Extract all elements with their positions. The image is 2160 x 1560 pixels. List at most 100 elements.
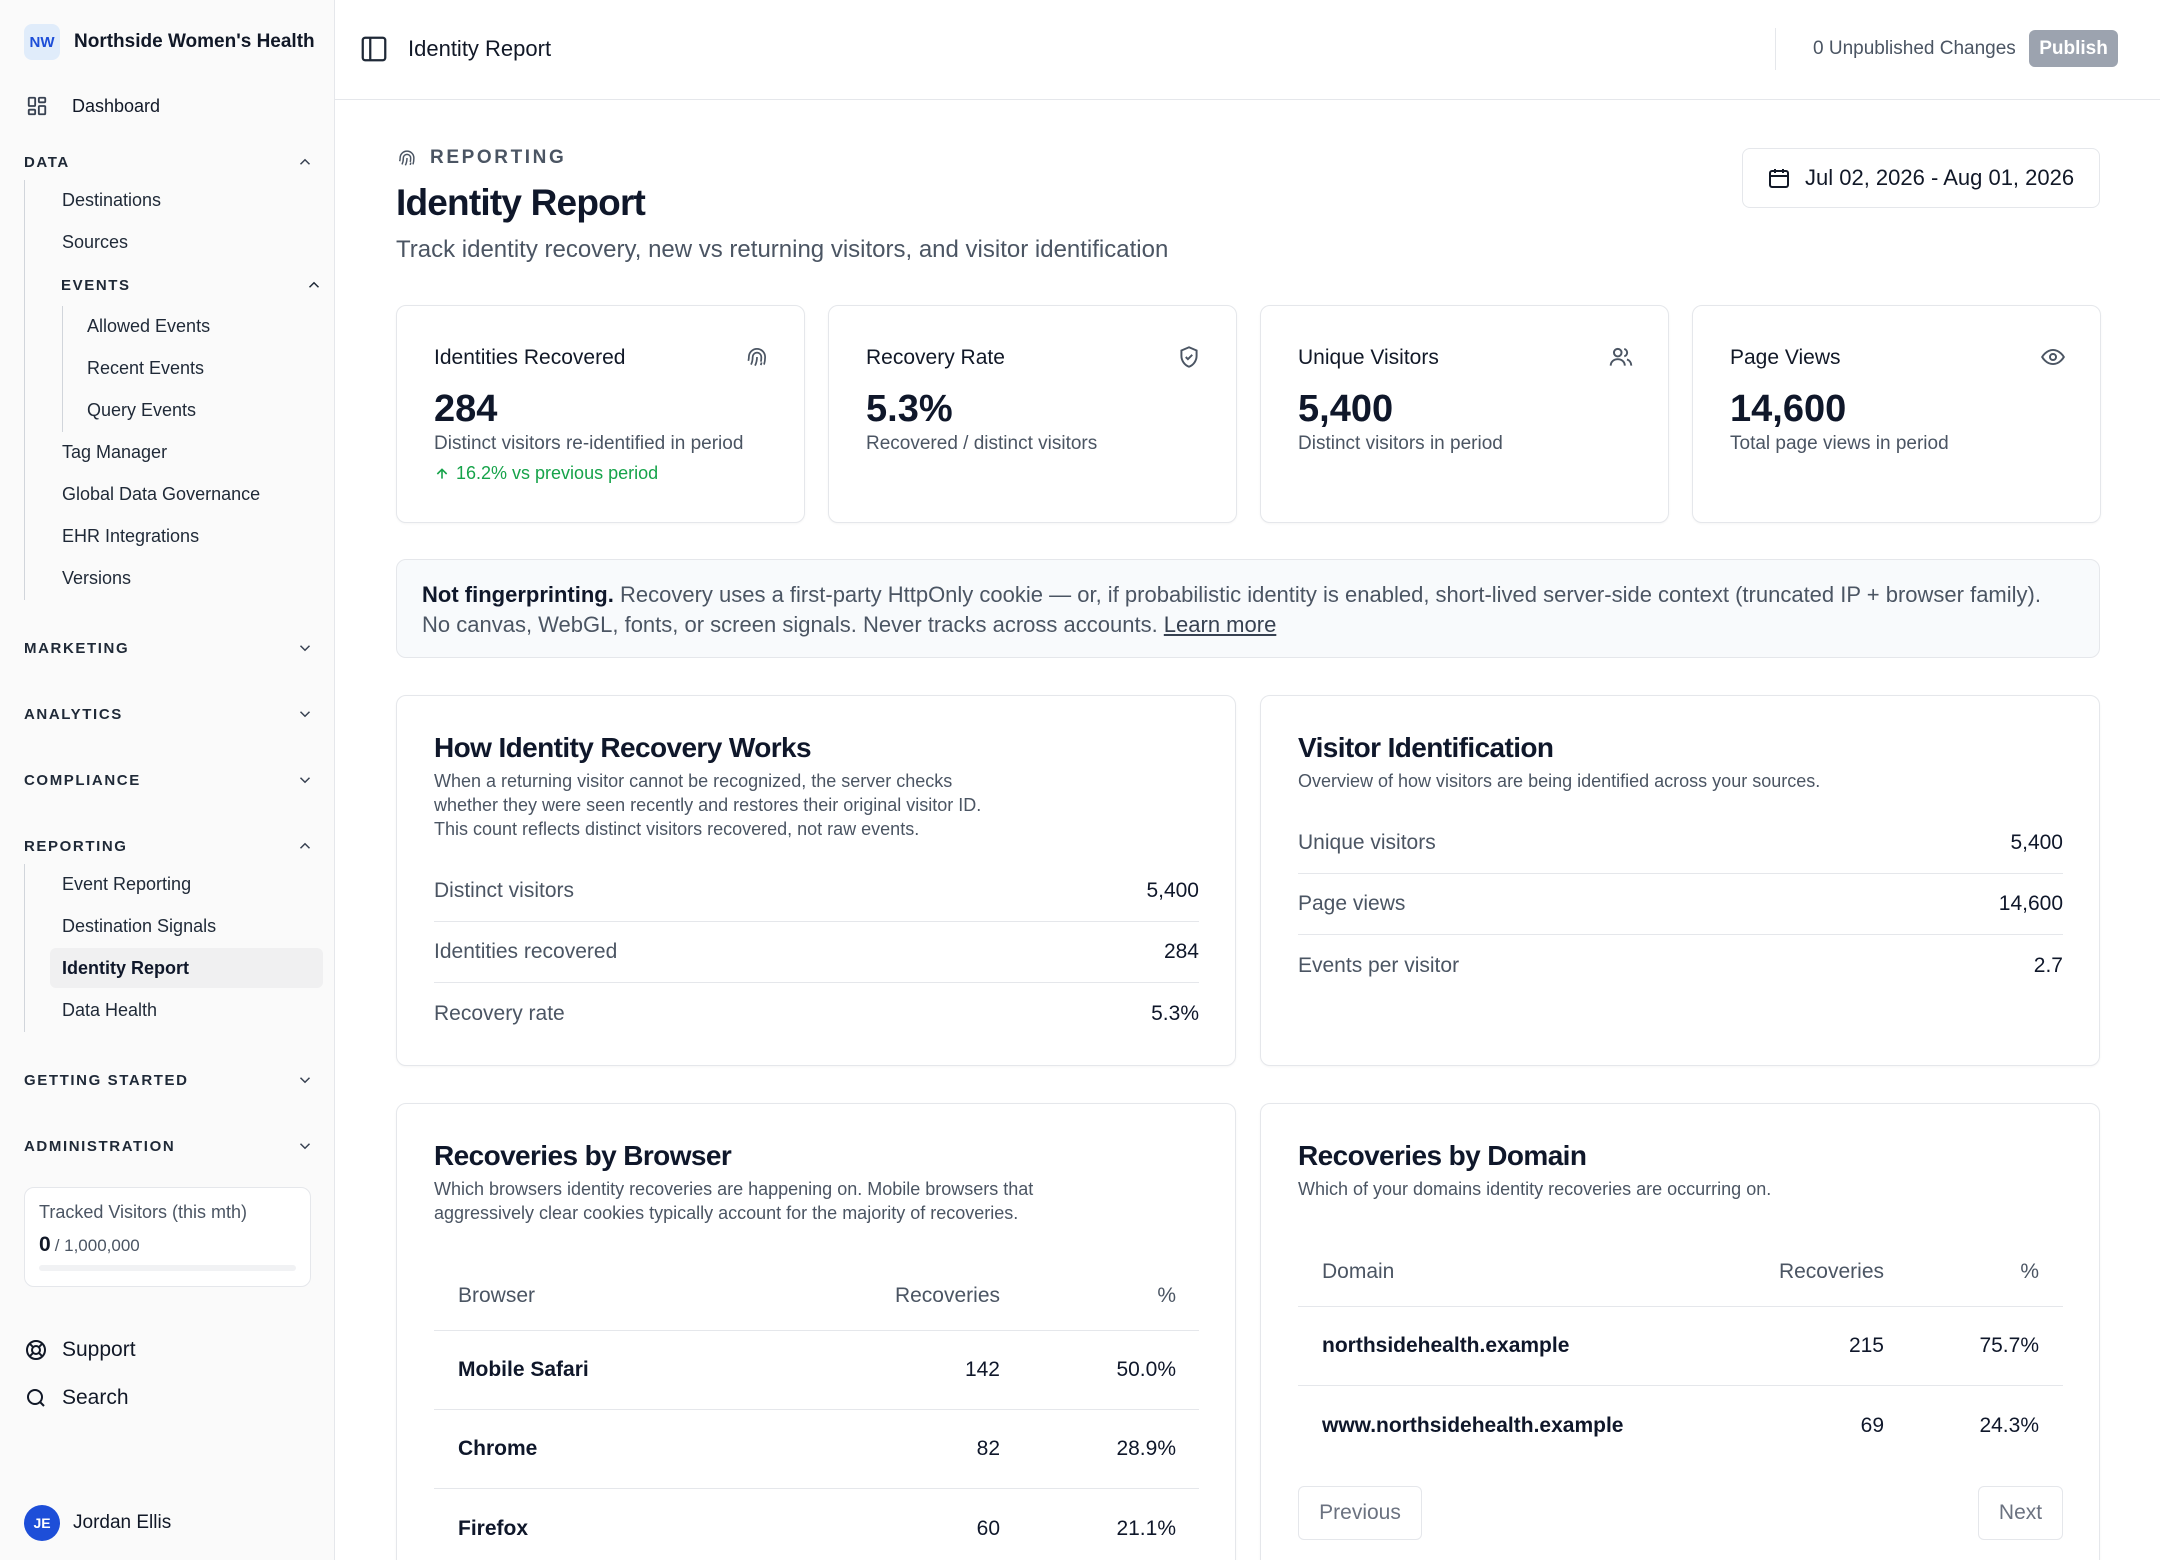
divider bbox=[1775, 28, 1776, 70]
column-header-browser[interactable]: Browser bbox=[458, 1283, 536, 1307]
stat-label: Recovery Rate bbox=[866, 346, 1005, 369]
search-link[interactable]: Search bbox=[24, 1382, 129, 1414]
card-title: Recoveries by Browser bbox=[434, 1140, 732, 1171]
recoveries-percent: 50.0% bbox=[1116, 1358, 1176, 1381]
column-header-recoveries[interactable]: Recoveries bbox=[894, 1283, 1000, 1307]
table-row[interactable]: Chrome 82 28.9% bbox=[434, 1410, 1199, 1489]
card-description: When a returning visitor cannot be recog… bbox=[434, 771, 982, 839]
stat-value: 284 bbox=[434, 388, 498, 430]
section-events[interactable]: EVENTS bbox=[61, 272, 323, 298]
table-row[interactable]: Firefox 60 21.1% bbox=[434, 1489, 1199, 1560]
kv-value: 5,400 bbox=[1146, 879, 1199, 902]
sidebar-item-query-events[interactable]: Query Events bbox=[87, 399, 197, 420]
org-name: Northside Women's Health bbox=[74, 31, 315, 52]
section-label: ADMINISTRATION bbox=[24, 1137, 176, 1155]
learn-more-link[interactable]: Learn more bbox=[1163, 612, 1277, 637]
stat-value: 5.3% bbox=[866, 388, 953, 430]
section-marketing[interactable]: MARKETING bbox=[24, 634, 314, 662]
column-header-recoveries[interactable]: Recoveries bbox=[1778, 1259, 1884, 1283]
stat-value: 5,400 bbox=[1298, 388, 1394, 430]
sidebar-item-tag-manager[interactable]: Tag Manager bbox=[62, 441, 168, 462]
recoveries-percent: 28.9% bbox=[1116, 1437, 1176, 1460]
sidebar-item-dashboard[interactable]: Dashboard bbox=[24, 92, 160, 120]
topbar-title: Identity Report bbox=[408, 36, 552, 61]
kv-value: 2.7 bbox=[2033, 953, 2063, 977]
how-recovery-works-card: How Identity Recovery Works When a retur… bbox=[396, 695, 1236, 1066]
domain-name: northsidehealth.example bbox=[1322, 1334, 1570, 1357]
section-getting-started[interactable]: GETTING STARTED bbox=[24, 1066, 314, 1094]
stat-value: 14,600 bbox=[1730, 388, 1847, 430]
page-title: Identity Report bbox=[396, 182, 646, 223]
sidebar-item-identity-report[interactable]: Identity Report bbox=[50, 948, 323, 988]
recoveries-percent: 21.1% bbox=[1116, 1516, 1176, 1540]
recoveries-by-browser-card: Recoveries by Browser Which browsers ide… bbox=[396, 1103, 1236, 1560]
kv-label: Unique visitors bbox=[1298, 831, 1436, 854]
date-range-picker[interactable]: Jul 02, 2026 - Aug 01, 2026 bbox=[1742, 148, 2100, 208]
recoveries-count: 60 bbox=[976, 1516, 1000, 1540]
page-subtitle: Track identity recovery, new vs returnin… bbox=[396, 236, 1169, 263]
browser-name: Firefox bbox=[458, 1516, 529, 1540]
table-row[interactable]: northsidehealth.example 215 75.7% bbox=[1298, 1307, 2063, 1386]
user-menu[interactable]: JE Jordan Ellis bbox=[24, 1505, 171, 1541]
fingerprint-icon bbox=[398, 150, 415, 166]
notice-bold: Not fingerprinting. bbox=[422, 582, 614, 607]
chevron-up-icon bbox=[308, 281, 320, 288]
column-header-domain[interactable]: Domain bbox=[1322, 1259, 1395, 1283]
support-link[interactable]: Support bbox=[24, 1334, 136, 1366]
sidebar-item-destinations[interactable]: Destinations bbox=[62, 189, 162, 210]
org-badge: NW bbox=[24, 24, 60, 60]
stat-label: Page Views bbox=[1730, 346, 1841, 369]
recoveries-by-domain-card: Recoveries by Domain Which of your domai… bbox=[1260, 1103, 2100, 1560]
chevron-down-icon bbox=[299, 777, 311, 784]
sidebar-item-event-reporting[interactable]: Event Reporting bbox=[62, 873, 192, 894]
column-header-percent[interactable]: % bbox=[1157, 1283, 1176, 1307]
page-kicker: REPORTING bbox=[396, 147, 566, 169]
recoveries-percent: 75.7% bbox=[1979, 1334, 2039, 1357]
previous-page-button[interactable]: Previous bbox=[1298, 1486, 1422, 1540]
date-range-label: Jul 02, 2026 - Aug 01, 2026 bbox=[1805, 165, 2075, 190]
table-row[interactable]: www.northsidehealth.example 69 24.3% bbox=[1298, 1386, 2063, 1465]
sidebar: NW Northside Women's Health Dashboard DA… bbox=[0, 0, 335, 1560]
kv-label: Identities recovered bbox=[434, 940, 618, 963]
chevron-down-icon bbox=[299, 711, 311, 718]
kv-value: 5.3% bbox=[1151, 1001, 1199, 1025]
sidebar-item-recent-events[interactable]: Recent Events bbox=[87, 357, 205, 378]
kicker-label: REPORTING bbox=[430, 147, 567, 168]
next-page-button[interactable]: Next bbox=[1978, 1486, 2063, 1540]
tracked-limit: / 1,000,000 bbox=[54, 1236, 140, 1255]
stat-card-recovery-rate: Recovery Rate 5.3% Recovered / distinct … bbox=[828, 305, 1237, 523]
section-label: MARKETING bbox=[24, 639, 130, 657]
users-icon bbox=[1608, 344, 1634, 370]
stat-desc: Distinct visitors re-identified in perio… bbox=[434, 433, 744, 454]
sidebar-toggle-icon[interactable] bbox=[359, 34, 389, 64]
table-row[interactable]: Mobile Safari 142 50.0% bbox=[434, 1331, 1199, 1410]
kv-label: Distinct visitors bbox=[434, 879, 575, 902]
sidebar-item-destination-signals[interactable]: Destination Signals bbox=[62, 915, 217, 936]
section-label: DATA bbox=[24, 153, 70, 171]
sidebar-item-versions[interactable]: Versions bbox=[62, 567, 132, 588]
publish-button[interactable]: Publish bbox=[2029, 30, 2118, 67]
card-description: Which browsers identity recoveries are h… bbox=[434, 1179, 1034, 1223]
recoveries-count: 215 bbox=[1848, 1334, 1884, 1357]
section-reporting[interactable]: REPORTING bbox=[24, 832, 314, 860]
sidebar-item-ehr-integrations[interactable]: EHR Integrations bbox=[62, 525, 200, 546]
sidebar-item-data-health[interactable]: Data Health bbox=[62, 999, 158, 1020]
sidebar-item-allowed-events[interactable]: Allowed Events bbox=[87, 315, 211, 336]
section-data[interactable]: DATA bbox=[24, 148, 314, 176]
recoveries-percent: 24.3% bbox=[1979, 1413, 2039, 1437]
sidebar-item-sources[interactable]: Sources bbox=[62, 231, 129, 252]
unpublished-changes[interactable]: 0 Unpublished Changes bbox=[1813, 38, 2016, 59]
column-header-percent[interactable]: % bbox=[2020, 1259, 2039, 1283]
card-title: Recoveries by Domain bbox=[1298, 1140, 1587, 1171]
section-analytics[interactable]: ANALYTICS bbox=[24, 700, 314, 728]
section-compliance[interactable]: COMPLIANCE bbox=[24, 766, 314, 794]
section-administration[interactable]: ADMINISTRATION bbox=[24, 1132, 314, 1160]
table-header: Domain Recoveries % bbox=[1298, 1237, 2063, 1307]
stat-desc: Distinct visitors in period bbox=[1298, 433, 1503, 454]
chevron-up-icon bbox=[299, 158, 311, 165]
sidebar-item-global-data-governance[interactable]: Global Data Governance bbox=[62, 483, 261, 504]
kv-row: Events per visitor 2.7 bbox=[1298, 935, 2063, 996]
chevron-up-icon bbox=[299, 842, 311, 849]
org-switcher[interactable]: NW Northside Women's Health bbox=[24, 24, 315, 60]
stat-label: Identities Recovered bbox=[434, 346, 626, 369]
